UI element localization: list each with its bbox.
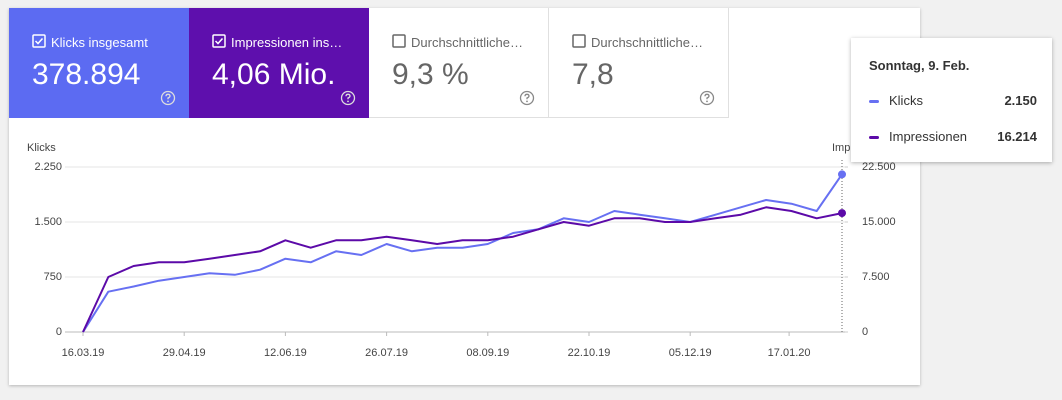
tooltip-row: Klicks 2.150 bbox=[869, 93, 1037, 108]
card-label: Klicks insgesamt bbox=[51, 35, 148, 50]
metric-card[interactable]: Durchschnittliche… 7,8 bbox=[549, 8, 729, 118]
card-label: Durchschnittliche… bbox=[411, 35, 523, 50]
series-line bbox=[82, 206, 843, 333]
tooltip-value: 16.214 bbox=[997, 129, 1037, 144]
y2-tick-label: 22.500 bbox=[862, 161, 896, 173]
y2-tick-label: 15.000 bbox=[862, 216, 896, 228]
checkbox[interactable] bbox=[212, 34, 226, 48]
tooltip: Sonntag, 9. Feb. Klicks 2.150 Impressione… bbox=[851, 38, 1052, 162]
x-tick-label: 16.03.19 bbox=[62, 347, 105, 359]
help-icon[interactable] bbox=[160, 90, 176, 106]
y-tick-label: 750 bbox=[44, 271, 62, 283]
series-line bbox=[82, 173, 843, 333]
checkbox[interactable] bbox=[572, 34, 586, 48]
card-label: Impressionen ins… bbox=[231, 35, 343, 50]
y2-tick-label: 7.500 bbox=[862, 271, 890, 283]
performance-panel: KlicksImpressionen07501.5002.25007.50015… bbox=[9, 8, 920, 385]
tooltip-name: Klicks bbox=[889, 93, 923, 108]
legend-swatch bbox=[869, 136, 879, 140]
tooltip-value: 2.150 bbox=[1004, 93, 1037, 108]
tooltip-row: Impressionen 16.214 bbox=[869, 129, 1037, 144]
x-tick-label: 26.07.19 bbox=[365, 347, 408, 359]
y2-tick-label: 0 bbox=[862, 326, 868, 338]
x-tick-label: 08.09.19 bbox=[466, 347, 509, 359]
y-tick-label: 2.250 bbox=[34, 161, 62, 173]
tooltip-name: Impressionen bbox=[889, 129, 968, 144]
tooltip-date: Sonntag, 9. Feb. bbox=[869, 58, 970, 73]
help-icon[interactable] bbox=[340, 90, 356, 106]
x-tick-label: 22.10.19 bbox=[568, 347, 611, 359]
x-tick-label: 05.12.19 bbox=[669, 347, 712, 359]
x-tick-label: 17.01.20 bbox=[768, 347, 811, 359]
y-tick-label: 0 bbox=[56, 326, 62, 338]
card-value: 4,06 Mio. bbox=[212, 58, 336, 91]
legend-swatch bbox=[869, 100, 879, 104]
x-tick-label: 29.04.19 bbox=[163, 347, 206, 359]
hover-dot bbox=[838, 209, 846, 218]
y-axis-label: Klicks bbox=[27, 142, 56, 154]
checkbox[interactable] bbox=[392, 34, 406, 48]
checkbox[interactable] bbox=[32, 34, 46, 48]
x-tick-label: 12.06.19 bbox=[264, 347, 307, 359]
card-value: 9,3 % bbox=[392, 58, 469, 91]
metric-card[interactable]: Durchschnittliche… 9,3 % bbox=[369, 8, 549, 118]
chart: KlicksImpressionen07501.5002.25007.50015… bbox=[27, 142, 898, 359]
card-label: Durchschnittliche… bbox=[591, 35, 703, 50]
help-icon[interactable] bbox=[699, 90, 715, 106]
hover-dot bbox=[838, 170, 846, 179]
metric-card[interactable]: Impressionen ins… 4,06 Mio. bbox=[189, 8, 369, 118]
card-value: 378.894 bbox=[32, 58, 141, 91]
metric-card[interactable]: Klicks insgesamt 378.894 bbox=[9, 8, 189, 118]
card-value: 7,8 bbox=[572, 58, 614, 91]
y-tick-label: 1.500 bbox=[34, 216, 62, 228]
help-icon[interactable] bbox=[519, 90, 535, 106]
